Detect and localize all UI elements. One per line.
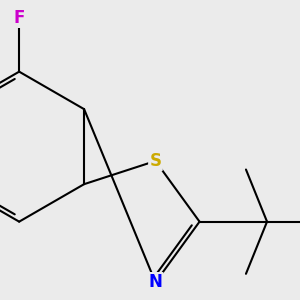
Text: S: S	[149, 152, 161, 170]
Text: N: N	[148, 273, 162, 291]
Text: F: F	[14, 9, 25, 27]
